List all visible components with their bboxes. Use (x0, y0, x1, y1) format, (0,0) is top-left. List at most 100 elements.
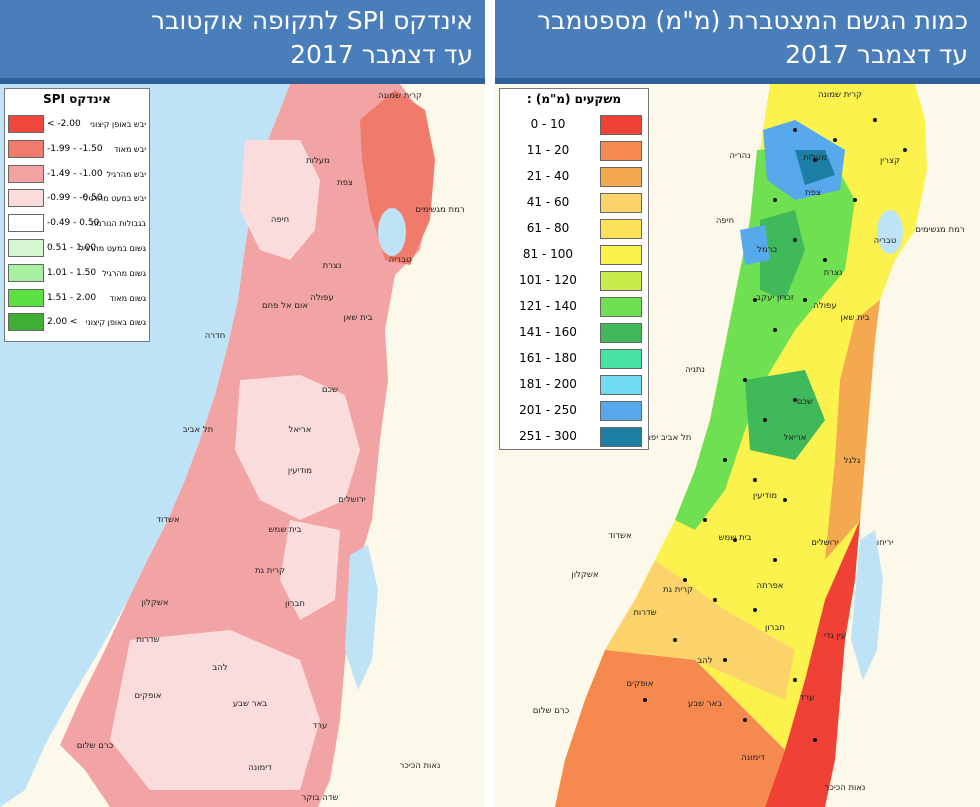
spi-place-label: נצרת (323, 261, 342, 271)
rainfall-place-label: מעלות (803, 153, 827, 163)
spi-place-label: בית שמש (269, 525, 302, 535)
rainfall-place-label: נצרת (824, 268, 843, 278)
spi-title-line1: אינדקס SPI לתקופה אוקטובר (150, 6, 473, 35)
spi-place-label: בית שאן (343, 313, 372, 323)
rainfall-title-line1: כמות הגשם המצטברת (מ"מ) מספטמבר (536, 6, 968, 35)
spi-header-border (0, 78, 485, 84)
spi-place-label: באר שבע (233, 699, 267, 709)
rainfall-legend-row: 11 - 20 (500, 139, 648, 161)
rainfall-legend-row: 101 - 120 (500, 269, 648, 291)
spi-legend-range: -0.99 - -0.50 (47, 193, 103, 204)
rainfall-legend-swatch (600, 141, 642, 161)
spi-place-label: טבריה (389, 255, 412, 265)
spi-legend-swatch (8, 263, 44, 282)
rainfall-place-label: נאות הכיכר (825, 783, 866, 793)
spi-legend-range: -1.99 - -1.50 (47, 143, 103, 154)
spi-place-label: ערד (313, 721, 328, 731)
rainfall-legend-range: 141 - 160 (519, 325, 577, 339)
rainfall-legend-row: 41 - 60 (500, 191, 648, 213)
rainfall-place-label: צפת (805, 188, 821, 198)
spi-legend-label: גשום מהרגיל (102, 268, 146, 278)
spi-legend-title: אינדקס SPI (43, 92, 111, 106)
spi-title-line2: עד דצמבר 2017 (290, 40, 473, 69)
rainfall-legend-title: משקעים (מ"מ) : (526, 92, 622, 106)
spi-legend-range: 1.01 - 1.50 (47, 267, 97, 278)
rainfall-legend-range: 251 - 300 (519, 429, 577, 443)
spi-place-label: קרית גת (255, 566, 285, 576)
rainfall-legend-swatch (600, 427, 642, 447)
rainfall-legend-range: 161 - 180 (519, 351, 577, 365)
rainfall-legend-row: 121 - 140 (500, 295, 648, 317)
rainfall-legend-range: 101 - 120 (519, 273, 577, 287)
spi-legend-swatch (8, 139, 44, 158)
spi-legend-range: < -2.00 (47, 119, 81, 129)
spi-map-panel: קרית שמונה מעלות צפת רמת מגשימים חיפה טבריה נצ… (0, 0, 485, 807)
spi-legend-swatch (8, 313, 44, 332)
rainfall-legend-row: 21 - 40 (500, 165, 648, 187)
rainfall-legend-swatch (600, 193, 642, 213)
spi-legend-row: -1.99 - -1.50 יבש מאוד (5, 138, 149, 160)
rainfall-legend-range: 201 - 250 (519, 403, 577, 417)
rainfall-place-label: נתניה (685, 365, 705, 375)
rainfall-map-panel: קרית שמונה מעלות קצרין נהריה צפת רמת מגשימים ח… (495, 0, 980, 807)
spi-legend-row: 1.01 - 1.50 גשום מהרגיל (5, 262, 149, 284)
rainfall-place-label: נהריה (729, 151, 750, 161)
spi-legend-row: -0.99 - -0.50 יבש במעט מהרגיל (5, 187, 149, 209)
spi-place-label: חיפה (271, 215, 289, 225)
rainfall-place-label: אפרתה (757, 581, 784, 591)
rainfall-legend-row: 0 - 10 (500, 113, 648, 135)
rainfall-legend-range: 181 - 200 (519, 377, 577, 391)
spi-place-label: שדה בוקר (302, 793, 339, 803)
rainfall-place-label: שדרות (633, 608, 656, 618)
spi-legend-range: 2.00 < (47, 317, 78, 328)
rainfall-place-label: חיפה (716, 216, 734, 226)
rainfall-legend-row: 141 - 160 (500, 321, 648, 343)
spi-legend-row: -1.49 - -1.00 יבש מהרגיל (5, 163, 149, 185)
rainfall-legend-row: 251 - 300 (500, 425, 648, 447)
spi-place-label: אשדוד (156, 515, 179, 525)
spi-place-label: אופקים (135, 691, 162, 701)
spi-legend-swatch (8, 164, 44, 183)
spi-legend-swatch (8, 239, 44, 257)
spi-place-label: שכם (322, 385, 338, 395)
rainfall-legend-swatch (600, 349, 642, 369)
spi-legend-row: 2.00 < גשום באופן קיצוני (5, 311, 149, 333)
spi-place-label: רמת מגשימים (415, 205, 465, 215)
spi-legend-row: < -2.00 יבש באופן קיצוני (5, 113, 149, 135)
rainfall-legend: משקעים (מ"מ) : 0 - 10 11 - 20 21 - 40 41 - … (499, 88, 649, 450)
spi-legend-range: -1.49 - -1.00 (47, 168, 103, 179)
spi-panel-header: אינדקס SPI לתקופה אוקטובר עד דצמבר 2017 (0, 0, 485, 78)
spi-place-label: מודיעין (288, 466, 312, 476)
rainfall-place-label: כרמל (757, 245, 777, 255)
spi-legend-range: 0.51 - 1.00 (47, 243, 97, 253)
rainfall-place-label: כרם שלום (533, 706, 570, 716)
spi-place-label: אשקלון (141, 598, 168, 608)
rainfall-legend-range: 61 - 80 (526, 221, 570, 235)
rainfall-legend-swatch (600, 271, 642, 291)
spi-legend-range: -0.49 - 0.50 (47, 218, 100, 229)
rainfall-panel-header: כמות הגשם המצטברת (מ"מ) מספטמבר עד דצמבר… (495, 0, 980, 78)
rainfall-place-label: זכרון יעקב (756, 293, 794, 303)
rainfall-legend-range: 0 - 10 (530, 117, 566, 131)
rainfall-place-label: גלגל (844, 456, 861, 466)
spi-place-label: מעלות (306, 156, 330, 166)
rainfall-place-label: קרית גת (663, 585, 693, 595)
spi-legend-label: יבש מאוד (114, 144, 146, 154)
spi-legend-label: יבש באופן קיצוני (90, 120, 146, 129)
rainfall-legend-row: 201 - 250 (500, 399, 648, 421)
spi-legend-label: גשום במעט מהרגיל (79, 244, 146, 253)
rainfall-place-label: אריאל (784, 433, 807, 443)
rainfall-place-label: באר שבע (688, 699, 722, 709)
spi-legend-label: בגבולות הנורמה (90, 219, 146, 229)
spi-legend-label: יבש מהרגיל (106, 169, 146, 179)
rainfall-legend-swatch (600, 297, 642, 317)
spi-place-label: אום אל פחם (262, 301, 308, 311)
spi-place-label: קרית שמונה (378, 91, 422, 101)
rainfall-legend-swatch (600, 245, 642, 265)
rainfall-place-label: אופקים (627, 679, 654, 689)
rainfall-place-label: בית שאן (840, 313, 869, 323)
rainfall-place-label: תל אביב יפו (649, 433, 692, 443)
rainfall-place-label: שכם (797, 397, 813, 407)
spi-place-label: חדרה (205, 331, 226, 341)
rainfall-legend-swatch (600, 115, 642, 135)
